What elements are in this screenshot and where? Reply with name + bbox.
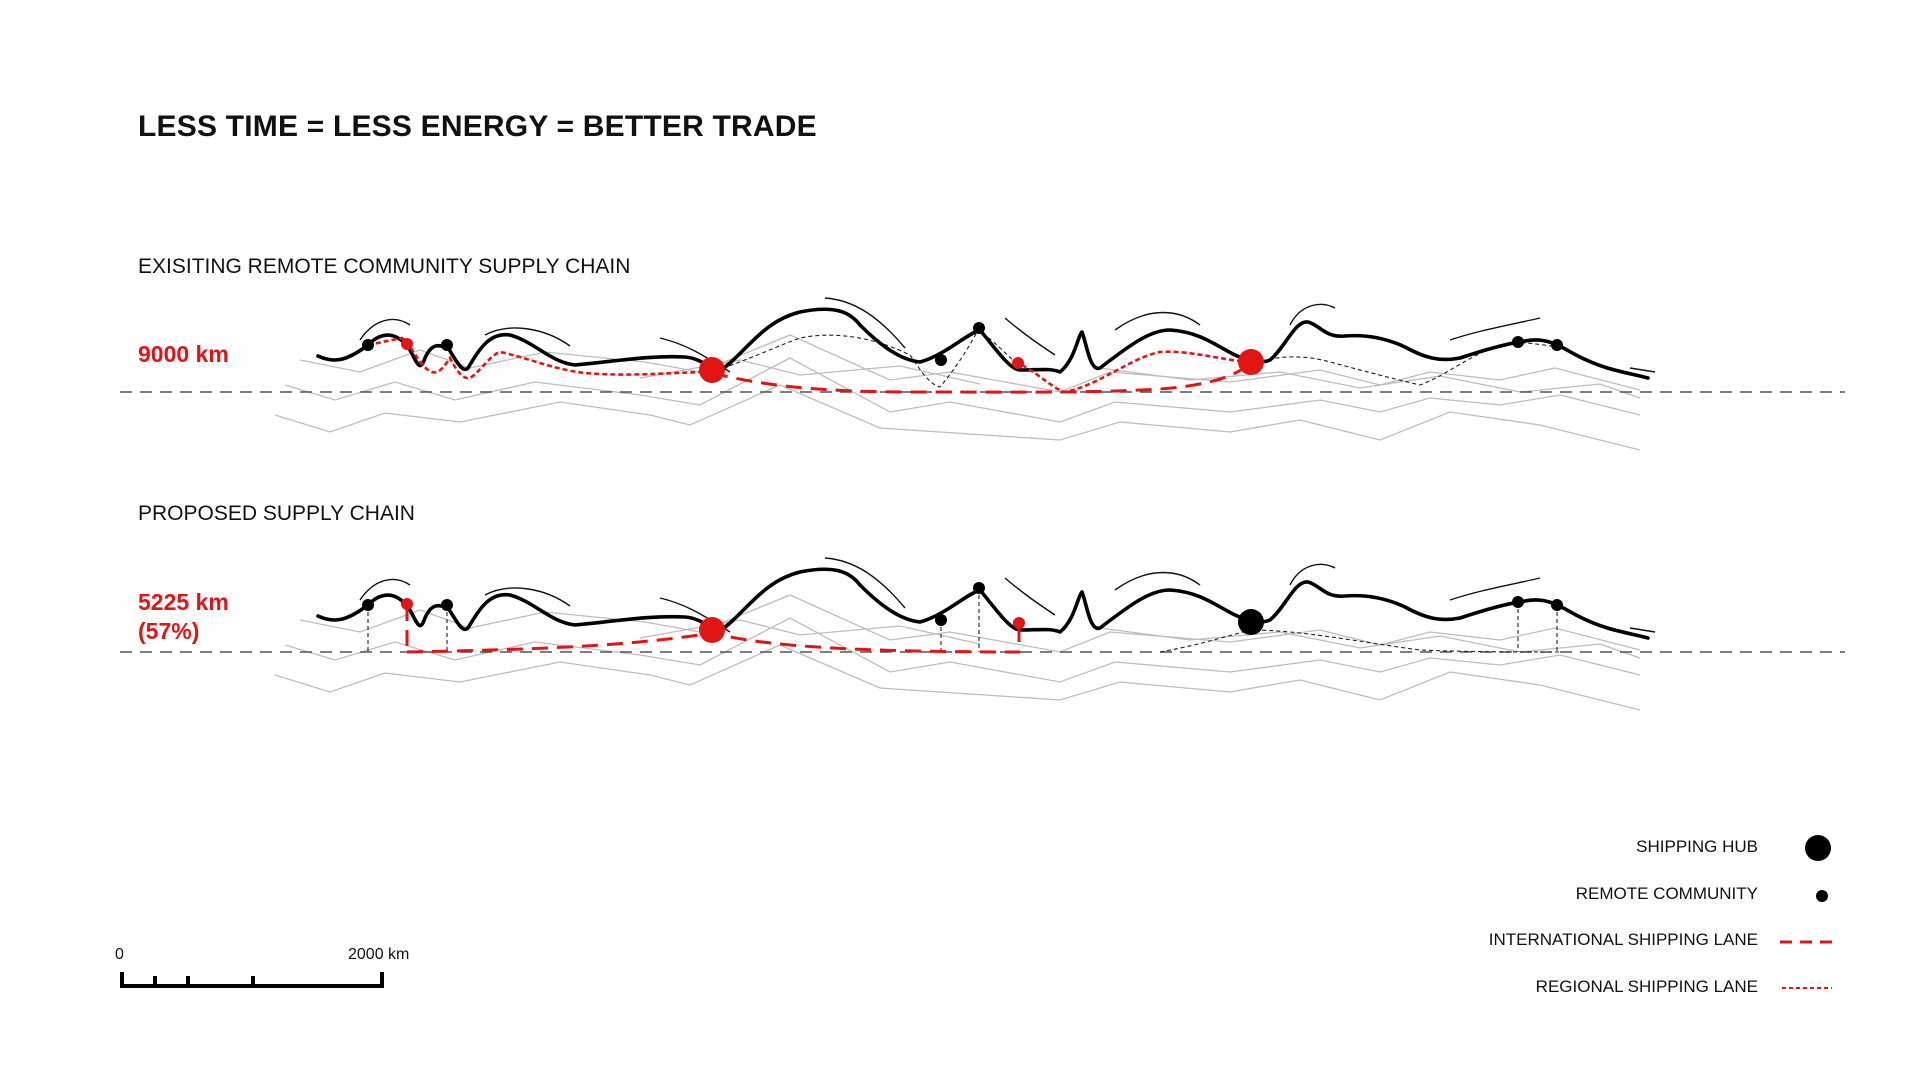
remote-community-marker <box>362 339 374 351</box>
remote-community-marker <box>441 339 453 351</box>
remote-community-marker <box>935 614 947 626</box>
international-shipping-lane <box>711 361 1252 394</box>
access-drop-lines <box>367 588 1561 653</box>
shipping-hub-marker <box>699 617 725 643</box>
legend-label-shipping-hub: SHIPPING HUB <box>1636 837 1758 856</box>
proposed-distance-percent: (57%) <box>138 618 200 644</box>
remote-community-marker <box>1551 599 1563 611</box>
shipping-hub-marker <box>1238 349 1264 375</box>
existing-chain-diagram <box>120 297 1845 451</box>
existing-distance: 9000 km <box>138 340 229 369</box>
coastline <box>316 567 1650 640</box>
scale-end-label: 2000 km <box>348 946 410 963</box>
remote-community-marker-red <box>401 338 413 350</box>
legend-label-international-lane: INTERNATIONAL SHIPPING LANE <box>1488 930 1758 949</box>
existing-section-label: EXISITING REMOTE COMMUNITY SUPPLY CHAIN <box>138 255 631 278</box>
proposed-distance-value: 5225 km <box>138 589 229 615</box>
legend-label-regional-lane: REGIONAL SHIPPING LANE <box>1535 977 1758 996</box>
remote-community-marker <box>973 582 985 594</box>
remote-community-legend-icon <box>1816 890 1828 902</box>
remote-community-marker-red <box>1012 357 1024 369</box>
scale-start-label: 0 <box>115 946 124 963</box>
remote-community-marker <box>973 322 985 334</box>
shipping-hub-legend-icon <box>1805 835 1831 861</box>
coastline <box>316 307 1650 380</box>
remote-community-marker <box>362 599 374 611</box>
proposed-distance: 5225 km (57%) <box>138 588 229 646</box>
remote-community-marker <box>441 599 453 611</box>
shipping-hub-marker <box>699 357 725 383</box>
legend-symbols <box>1780 835 1832 989</box>
proposed-chain-diagram <box>120 557 1845 711</box>
scale-bar <box>120 972 384 988</box>
existing-distance-value: 9000 km <box>138 341 229 367</box>
remote-community-marker <box>935 354 947 366</box>
legend-label-remote-community: REMOTE COMMUNITY <box>1575 884 1758 903</box>
remote-community-marker-red <box>1013 617 1025 629</box>
shipping-hub-marker <box>1238 609 1264 635</box>
remote-community-marker <box>1551 339 1563 351</box>
regional-shipping-lane <box>367 336 1251 394</box>
page-title: LESS TIME = LESS ENERGY = BETTER TRADE <box>138 110 817 143</box>
proposed-section-label: PROPOSED SUPPLY CHAIN <box>138 502 415 525</box>
remote-community-marker <box>1512 336 1524 348</box>
remote-community-marker <box>1512 596 1524 608</box>
remote-community-marker-red <box>401 598 413 610</box>
